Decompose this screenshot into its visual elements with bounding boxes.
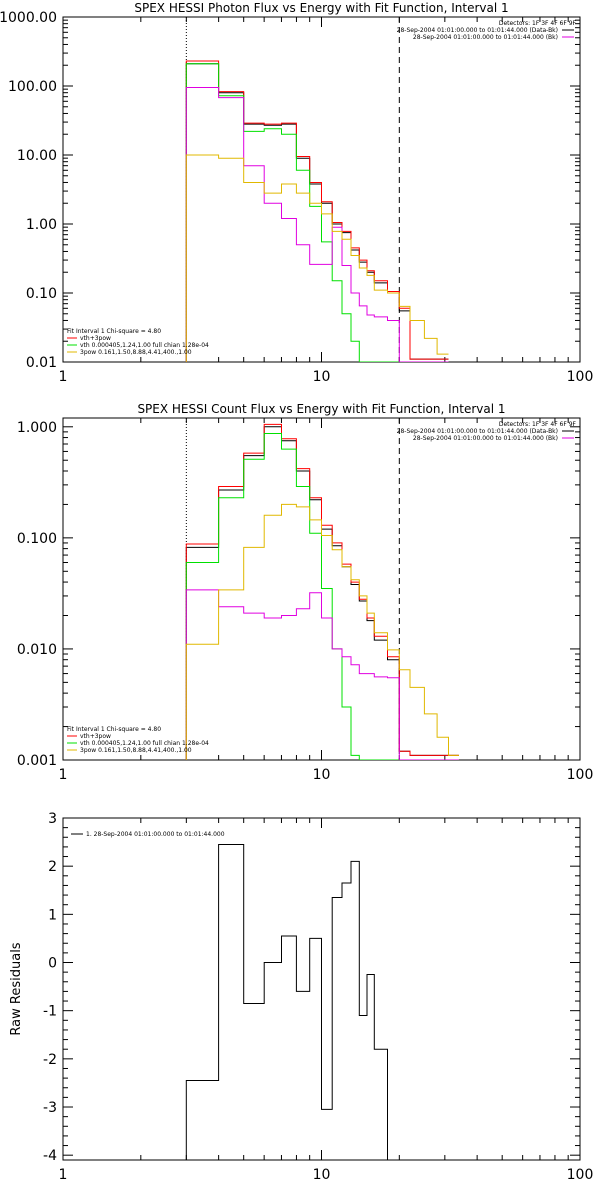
y-tick-label: -4: [43, 1148, 57, 1164]
series-red: [185, 60, 449, 362]
series-black: [185, 844, 400, 1160]
y-tick-label: 0.01: [26, 355, 57, 371]
series-black: [185, 63, 449, 362]
y-tick-label: 1000.00: [0, 10, 57, 26]
fit-legend-entry: vth+3pow: [80, 733, 111, 740]
legend-entry: Detectors: 1F 3F 4F 6F 9F: [499, 20, 577, 27]
y-axis-label: Raw Residuals: [9, 942, 24, 1035]
x-tick-label: 10: [313, 1167, 331, 1183]
x-tick-label: 10: [313, 767, 331, 783]
series-yellow: [185, 154, 449, 362]
series-black: [185, 426, 459, 760]
fit-legend-entry: Fit Interval 1 Chi-square = 4.80: [67, 726, 161, 733]
legend-entry: Detectors: 1F 3F 4F 6F 9F: [499, 421, 577, 428]
y-tick-label: 1.000: [17, 420, 57, 436]
x-tick-label: 1: [59, 369, 68, 385]
fit-legend-entry: Fit Interval 1 Chi-square = 4.80: [67, 328, 161, 335]
y-tick-label: 3: [48, 811, 57, 827]
legend-entry: 1. 28-Sep-2004 01:01:00.000 to 01:01:44.…: [86, 831, 225, 838]
series-magenta: [185, 87, 449, 362]
x-tick-label: 10: [313, 369, 331, 385]
legend-entry: 28-Sep-2004 01:01:00.000 to 01:01:44.000…: [413, 435, 558, 442]
x-tick-label: 100: [567, 1167, 594, 1183]
series-green: [185, 63, 449, 362]
y-tick-label: 100.00: [8, 79, 57, 95]
series-yellow: [185, 503, 459, 760]
fit-legend-entry: vth 0.000405,1.24,1.00 full chian 1.28e-…: [80, 342, 209, 349]
series-green: [185, 433, 459, 760]
y-tick-label: -3: [43, 1100, 57, 1116]
fit-legend-entry: 3pow 0.161,1.50,8.88,4.41,400.,1.00: [80, 747, 192, 754]
y-tick-label: 0: [48, 956, 57, 972]
y-tick-label: 0.10: [26, 286, 57, 302]
fit-legend-entry: vth+3pow: [80, 335, 111, 342]
y-tick-label: 0.010: [17, 642, 57, 658]
y-tick-label: 0.001: [17, 753, 57, 769]
y-tick-label: 1.00: [26, 217, 57, 233]
fit-legend-entry: 3pow 0.161,1.50,8.88,4.41,400.,1.00: [80, 349, 192, 356]
fit-legend-entry: vth 0.000405,1.24,1.00 full chian 1.28e-…: [80, 740, 209, 747]
x-tick-label: 1: [59, 1167, 68, 1183]
chart-photon: SPEX HESSI Photon Flux vs Energy with Fi…: [0, 1, 593, 385]
y-tick-label: 2: [48, 859, 57, 875]
chart-count: SPEX HESSI Count Flux vs Energy with Fit…: [17, 402, 593, 783]
series-red: [185, 423, 459, 760]
series-magenta: [185, 589, 459, 760]
legend-entry: 28-Sep-2004 01:01:00.000 to 01:01:44.000…: [397, 27, 558, 34]
legend-entry: 28-Sep-2004 01:01:00.000 to 01:01:44.000…: [397, 428, 558, 435]
chart-title: SPEX HESSI Photon Flux vs Energy with Fi…: [134, 1, 508, 15]
y-tick-label: 1: [48, 907, 57, 923]
legend-entry: 28-Sep-2004 01:01:00.000 to 01:01:44.000…: [413, 34, 558, 41]
y-tick-label: -2: [43, 1052, 57, 1068]
x-tick-label: 100: [567, 767, 594, 783]
y-tick-label: -1: [43, 1004, 57, 1020]
x-tick-label: 100: [567, 369, 594, 385]
x-tick-label: 1: [59, 767, 68, 783]
y-tick-label: 0.100: [17, 531, 57, 547]
chart-title: SPEX HESSI Count Flux vs Energy with Fit…: [137, 402, 505, 416]
y-tick-label: 10.00: [17, 148, 57, 164]
